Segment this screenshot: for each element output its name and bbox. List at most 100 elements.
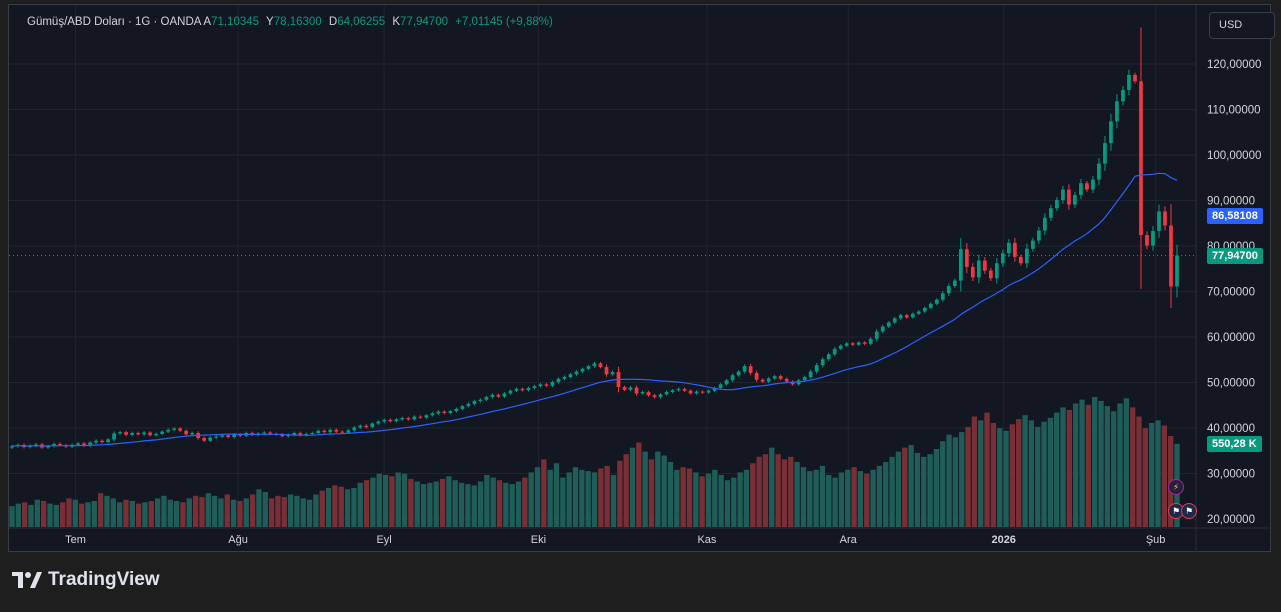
volume-bar bbox=[845, 469, 851, 527]
last-price-tag: 77,94700 bbox=[1207, 248, 1263, 264]
candle-body bbox=[262, 432, 267, 434]
candle-body bbox=[610, 372, 615, 375]
candle-body bbox=[1000, 253, 1005, 264]
time-tick-label: Tem bbox=[65, 534, 86, 546]
volume-bar bbox=[186, 498, 192, 527]
volume-bar bbox=[661, 455, 667, 527]
candle-body bbox=[460, 406, 465, 409]
candle-body bbox=[604, 367, 609, 375]
candle-body bbox=[1133, 74, 1137, 82]
volume-bar bbox=[503, 482, 509, 527]
candlestick-chart[interactable]: 120,00000110,00000100,0000090,0000080,00… bbox=[9, 5, 1272, 553]
volume-bar bbox=[667, 462, 674, 527]
candle-body bbox=[412, 416, 417, 420]
tradingview-logo[interactable]: TradingView bbox=[12, 569, 160, 591]
volume-bar bbox=[724, 480, 731, 527]
volume-bar bbox=[382, 475, 389, 527]
lightning-event-icon[interactable]: ⚡ bbox=[1168, 479, 1184, 495]
volume-bar bbox=[902, 447, 908, 527]
time-tick-label: Şub bbox=[1146, 534, 1166, 546]
candle-body bbox=[1067, 189, 1071, 205]
candle-body bbox=[424, 415, 429, 418]
volume-bar bbox=[1142, 428, 1149, 527]
candle-body bbox=[802, 377, 807, 381]
moving-average-line bbox=[11, 172, 1178, 447]
candle-body bbox=[766, 378, 771, 382]
volume-bar bbox=[357, 482, 363, 527]
candle-body bbox=[664, 392, 669, 395]
volume-bar bbox=[838, 472, 845, 527]
candle-body bbox=[1073, 195, 1077, 205]
volume-bar bbox=[623, 454, 629, 527]
candle-body bbox=[556, 378, 561, 383]
volume-bar bbox=[433, 481, 439, 527]
candle-body bbox=[310, 433, 315, 435]
candle-body bbox=[154, 433, 158, 436]
volume-bar bbox=[686, 468, 693, 527]
volume-price-tag: 550,28 K bbox=[1207, 436, 1262, 452]
candle-body bbox=[214, 436, 219, 438]
candle-body bbox=[874, 331, 879, 339]
candle-body bbox=[586, 366, 591, 369]
us-flag-event-icon[interactable]: ⚑ bbox=[1181, 503, 1197, 519]
candle-body bbox=[850, 343, 855, 345]
volume-bar bbox=[218, 498, 224, 527]
symbol-label[interactable]: Gümüş/ABD Doları · 1G · OANDA bbox=[27, 16, 201, 28]
high-value: 78,16300 bbox=[273, 16, 322, 28]
volume-bar bbox=[97, 493, 104, 527]
volume-bar bbox=[617, 460, 623, 527]
candle-body bbox=[292, 433, 297, 435]
volume-bar bbox=[1041, 421, 1047, 527]
volume-bar bbox=[591, 472, 598, 527]
candle-body bbox=[34, 444, 38, 446]
volume-bar bbox=[750, 463, 756, 527]
candle-body bbox=[718, 384, 723, 388]
volume-bar bbox=[629, 447, 636, 527]
candle-body bbox=[136, 433, 140, 435]
volume-bar bbox=[161, 495, 167, 527]
candle-body bbox=[238, 434, 243, 436]
volume-bar bbox=[914, 452, 921, 527]
volume-bar bbox=[775, 454, 781, 527]
currency-button[interactable]: USD bbox=[1209, 12, 1275, 39]
volume-bar bbox=[1085, 404, 1092, 527]
symbol-legend: Gümüş/ABD Doları · 1G · OANDA A71,10345 … bbox=[27, 16, 553, 28]
candle-body bbox=[742, 366, 747, 372]
volume-bar bbox=[66, 498, 72, 527]
volume-bar bbox=[123, 499, 129, 527]
volume-bar bbox=[338, 486, 344, 527]
candle-body bbox=[592, 363, 597, 367]
candle-body bbox=[208, 437, 213, 441]
low-label: D bbox=[328, 16, 338, 28]
volume-bar bbox=[471, 485, 477, 527]
volume-bar bbox=[484, 475, 490, 527]
candle-body bbox=[160, 431, 164, 434]
volume-bar bbox=[819, 465, 826, 527]
volume-bar bbox=[870, 469, 876, 527]
volume-bar bbox=[1161, 425, 1167, 527]
us-flag-event-icon[interactable]: ⚑ bbox=[1168, 503, 1184, 519]
volume-bar bbox=[788, 456, 794, 527]
volume-bar bbox=[1098, 400, 1104, 527]
candle-body bbox=[550, 382, 555, 386]
candle-body bbox=[1031, 240, 1035, 249]
candle-body bbox=[508, 390, 513, 394]
volume-bar bbox=[237, 501, 243, 527]
volume-bar bbox=[598, 468, 604, 527]
candle-body bbox=[124, 432, 128, 435]
price-tick-label: 90,00000 bbox=[1207, 196, 1255, 208]
candle-body bbox=[820, 359, 825, 366]
volume-bar bbox=[313, 494, 319, 527]
volume-bar bbox=[604, 465, 610, 527]
candle-body bbox=[472, 401, 477, 404]
volume-bar bbox=[319, 490, 325, 527]
volume-bar bbox=[420, 484, 427, 527]
volume-bar bbox=[91, 501, 97, 527]
volume-bar bbox=[1047, 417, 1054, 527]
time-tick-label: Eyl bbox=[376, 534, 391, 546]
candle-body bbox=[268, 432, 273, 434]
candle-body bbox=[940, 293, 945, 300]
candle-body bbox=[370, 423, 375, 428]
volume-bar bbox=[180, 502, 186, 527]
volume-bar bbox=[395, 472, 401, 527]
